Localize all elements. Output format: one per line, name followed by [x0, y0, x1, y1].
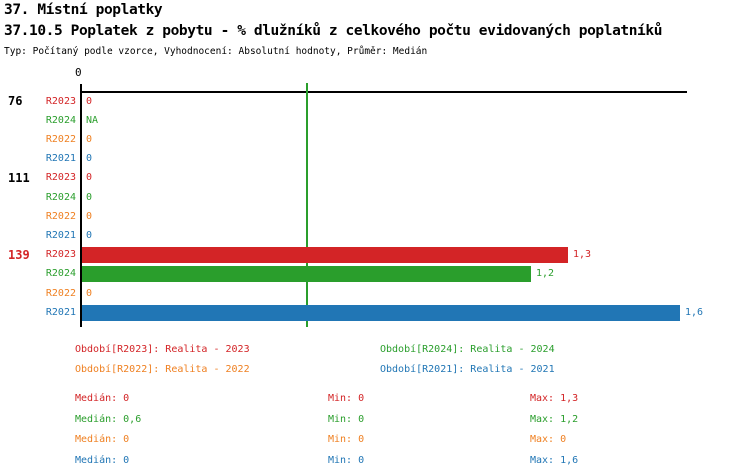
value-label: 0: [86, 230, 93, 241]
x-axis-line: [81, 91, 687, 93]
stat-min-r2021: Min: 0: [328, 455, 365, 466]
legend-item-r2023: Období[R2023]: Realita - 2023: [75, 344, 250, 355]
stat-max-r2021: Max: 1,6: [530, 455, 579, 466]
stat-max-r2024: Max: 1,2: [530, 414, 579, 425]
value-bar: [82, 305, 680, 321]
stat-median-r2021: Medián: 0: [75, 455, 130, 466]
series-row-label: R2023: [45, 249, 76, 260]
group-label: 111: [8, 171, 30, 185]
x-axis-zero-tick-label: 0: [75, 66, 82, 79]
value-label: 1,6: [685, 307, 704, 318]
value-label: 1,3: [573, 249, 592, 260]
value-label: 0: [86, 211, 93, 222]
legend-item-r2024: Období[R2024]: Realita - 2024: [380, 344, 555, 355]
value-label: 0: [86, 172, 93, 183]
series-row-label: R2021: [45, 153, 76, 164]
series-row-label: R2021: [45, 230, 76, 241]
median-reference-line: [306, 83, 308, 327]
stat-median-r2022: Medián: 0: [75, 434, 130, 445]
value-label: 0: [86, 288, 93, 299]
stat-max-r2023: Max: 1,3: [530, 393, 579, 404]
series-row-label: R2023: [45, 96, 76, 107]
value-bar: [82, 266, 531, 282]
group-label: 76: [8, 94, 23, 108]
stat-max-r2022: Max: 0: [530, 434, 567, 445]
page-title: 37. Místní poplatky: [4, 2, 163, 18]
series-row-label: R2022: [45, 211, 76, 222]
stat-median-r2023: Medián: 0: [75, 393, 130, 404]
stat-min-r2022: Min: 0: [328, 434, 365, 445]
series-row-label: R2023: [45, 172, 76, 183]
legend-item-r2022: Období[R2022]: Realita - 2022: [75, 364, 250, 375]
series-row-label: R2022: [45, 134, 76, 145]
value-label: 1,2: [536, 268, 555, 279]
series-row-label: R2021: [45, 307, 76, 318]
y-axis-line: [80, 91, 82, 327]
stat-median-r2024: Medián: 0,6: [75, 414, 142, 425]
value-bar: [82, 247, 568, 263]
chart-title: 37.10.5 Poplatek z pobytu - % dlužníků z…: [4, 23, 663, 39]
group-label: 139: [8, 248, 30, 262]
chart-subtitle: Typ: Počítaný podle vzorce, Vyhodnocení:…: [4, 46, 428, 57]
series-row-label: R2022: [45, 288, 76, 299]
stat-min-r2024: Min: 0: [328, 414, 365, 425]
stat-min-r2023: Min: 0: [328, 393, 365, 404]
x-axis-zero-tick: [80, 84, 82, 92]
value-label: 0: [86, 96, 93, 107]
series-row-label: R2024: [45, 268, 76, 279]
series-row-label: R2024: [45, 192, 76, 203]
value-label: 0: [86, 192, 93, 203]
value-label: NA: [86, 115, 99, 126]
value-label: 0: [86, 153, 93, 164]
series-row-label: R2024: [45, 115, 76, 126]
value-label: 0: [86, 134, 93, 145]
legend-item-r2021: Období[R2021]: Realita - 2021: [380, 364, 555, 375]
